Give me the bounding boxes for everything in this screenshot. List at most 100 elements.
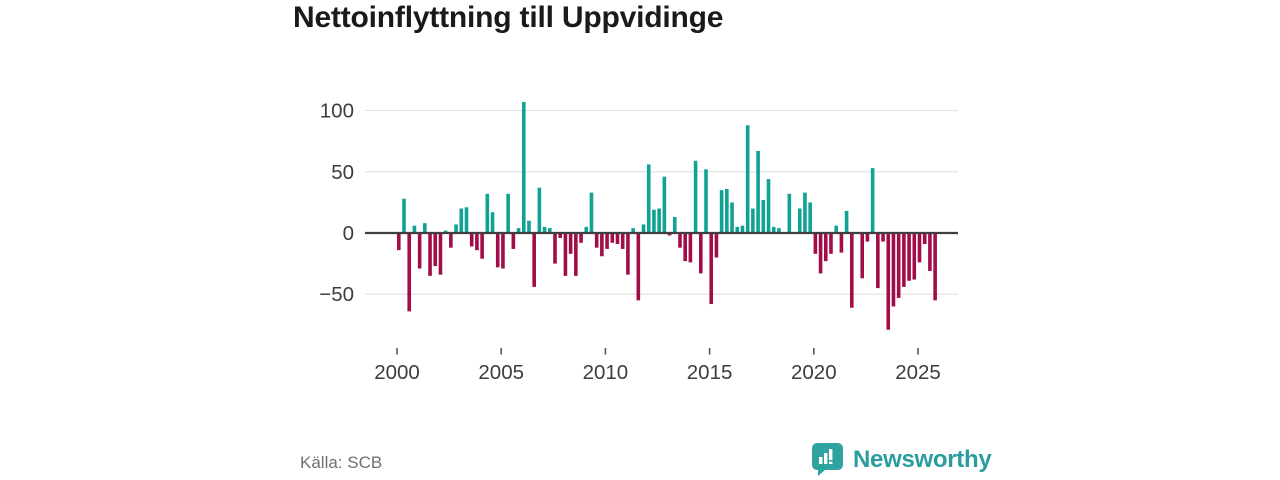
bar-2000-Q4 xyxy=(412,225,417,233)
bar-2004-Q3 xyxy=(490,212,495,233)
bar-2016-Q2 xyxy=(735,226,740,233)
bar-2010-Q1 xyxy=(605,233,609,249)
bar-2013-Q2 xyxy=(672,217,677,233)
bar-2003-Q2 xyxy=(464,207,469,233)
bar-2004-Q2 xyxy=(485,193,490,233)
bar-2021-Q1 xyxy=(834,225,838,233)
bar-2014-Q1 xyxy=(688,233,693,263)
bar-2004-Q1 xyxy=(480,233,484,259)
bar-2001-Q1 xyxy=(417,233,422,269)
bar-2025-Q4 xyxy=(933,233,937,301)
bar-2025-Q1 xyxy=(917,233,922,263)
bar-2012-Q2 xyxy=(652,209,656,233)
bar-2008-Q1 xyxy=(563,233,568,276)
bar-2006-Q4 xyxy=(537,187,542,233)
bar-2009-Q3 xyxy=(594,233,599,248)
bar-2002-Q3 xyxy=(449,233,453,248)
bar-2015-Q3 xyxy=(719,190,724,233)
bar-2010-Q4 xyxy=(620,233,625,249)
bar-2013-Q4 xyxy=(683,233,687,262)
bar-2017-Q4 xyxy=(766,179,771,233)
bar-2001-Q2 xyxy=(423,223,427,233)
y-axis-label--50: −50 xyxy=(319,283,354,306)
bar-2024-Q1 xyxy=(896,233,901,298)
bar-2003-Q3 xyxy=(469,233,474,247)
bar-2003-Q4 xyxy=(475,233,479,251)
bar-2000-Q3 xyxy=(407,233,412,312)
bar-2011-Q3 xyxy=(636,233,641,301)
newsworthy-logo-text: Newsworthy xyxy=(853,445,992,473)
bar-2007-Q4 xyxy=(558,233,563,238)
bar-2008-Q2 xyxy=(568,233,573,254)
newsworthy-logo-icon xyxy=(812,443,843,476)
bar-2006-Q3 xyxy=(532,233,536,287)
bar-2010-Q2 xyxy=(610,233,615,243)
bar-2015-Q1 xyxy=(709,233,714,305)
source-label: Källa: SCB xyxy=(300,453,383,472)
bar-2003-Q1 xyxy=(459,208,464,233)
bar-2002-Q4 xyxy=(454,224,458,233)
bar-2017-Q1 xyxy=(751,208,755,233)
bar-2012-Q3 xyxy=(657,208,661,233)
bar-2015-Q2 xyxy=(714,233,719,258)
y-axis-label-0: 0 xyxy=(343,222,354,245)
bar-2020-Q4 xyxy=(829,233,833,254)
newsworthy-logo[interactable]: Newsworthy xyxy=(812,443,992,476)
bar-2007-Q1 xyxy=(542,226,547,233)
bar-2018-Q2 xyxy=(777,228,781,233)
x-axis-label-2010: 2010 xyxy=(583,361,629,384)
bar-2000-Q2 xyxy=(402,198,406,233)
y-axis-label-50: 50 xyxy=(331,161,354,184)
bar-2008-Q4 xyxy=(579,233,583,243)
bar-2017-Q3 xyxy=(761,199,766,233)
bar-2022-Q4 xyxy=(870,168,875,233)
bar-2011-Q2 xyxy=(631,228,635,233)
logo-bar-2 xyxy=(824,453,828,464)
bar-2009-Q2 xyxy=(589,192,594,233)
bar-2018-Q1 xyxy=(771,226,776,233)
bar-2024-Q2 xyxy=(902,233,906,287)
page-title: Nettoinflyttning till Uppvidinge xyxy=(293,1,724,34)
bar-2010-Q3 xyxy=(615,233,620,245)
bar-2009-Q4 xyxy=(600,233,604,257)
bar-2015-Q4 xyxy=(725,188,729,233)
bar-2022-Q2 xyxy=(860,233,865,279)
bar-2006-Q2 xyxy=(527,220,531,233)
bar-2011-Q4 xyxy=(641,224,646,233)
bar-2023-Q4 xyxy=(891,233,896,307)
bar-2016-Q1 xyxy=(730,202,734,233)
x-axis-label-2025: 2025 xyxy=(895,361,941,384)
x-axis-label-2000: 2000 xyxy=(374,361,420,384)
y-axis-label-100: 100 xyxy=(320,100,354,123)
bar-2018-Q4 xyxy=(787,193,792,233)
bar-2016-Q4 xyxy=(745,125,750,233)
bar-2019-Q3 xyxy=(803,192,807,233)
bar-2005-Q2 xyxy=(506,193,510,233)
bar-2000-Q1 xyxy=(397,233,401,251)
bar-2006-Q1 xyxy=(521,101,526,234)
bar-2001-Q3 xyxy=(428,233,432,276)
bar-2020-Q1 xyxy=(813,233,818,254)
bar-2007-Q3 xyxy=(553,233,557,264)
bar-2013-Q3 xyxy=(678,233,682,248)
bar-2014-Q2 xyxy=(693,160,698,233)
bar-2008-Q3 xyxy=(574,233,578,276)
bar-2021-Q3 xyxy=(844,210,849,233)
bar-2020-Q2 xyxy=(818,233,823,274)
speech-bubble-shape xyxy=(812,443,843,476)
bar-2016-Q3 xyxy=(740,225,745,233)
bar-2011-Q1 xyxy=(626,233,630,275)
bar-2025-Q2 xyxy=(922,233,927,245)
logo-bar-3 xyxy=(829,449,833,460)
bar-2021-Q2 xyxy=(839,233,844,253)
bar-2021-Q4 xyxy=(850,233,854,308)
bar-2005-Q4 xyxy=(516,228,521,233)
logo-bar-1 xyxy=(819,457,823,464)
bar-2014-Q3 xyxy=(699,233,703,274)
bar-2002-Q2 xyxy=(443,230,448,233)
bar-2013-Q1 xyxy=(667,233,672,236)
bar-2023-Q3 xyxy=(886,233,891,330)
bar-2023-Q1 xyxy=(876,233,880,289)
